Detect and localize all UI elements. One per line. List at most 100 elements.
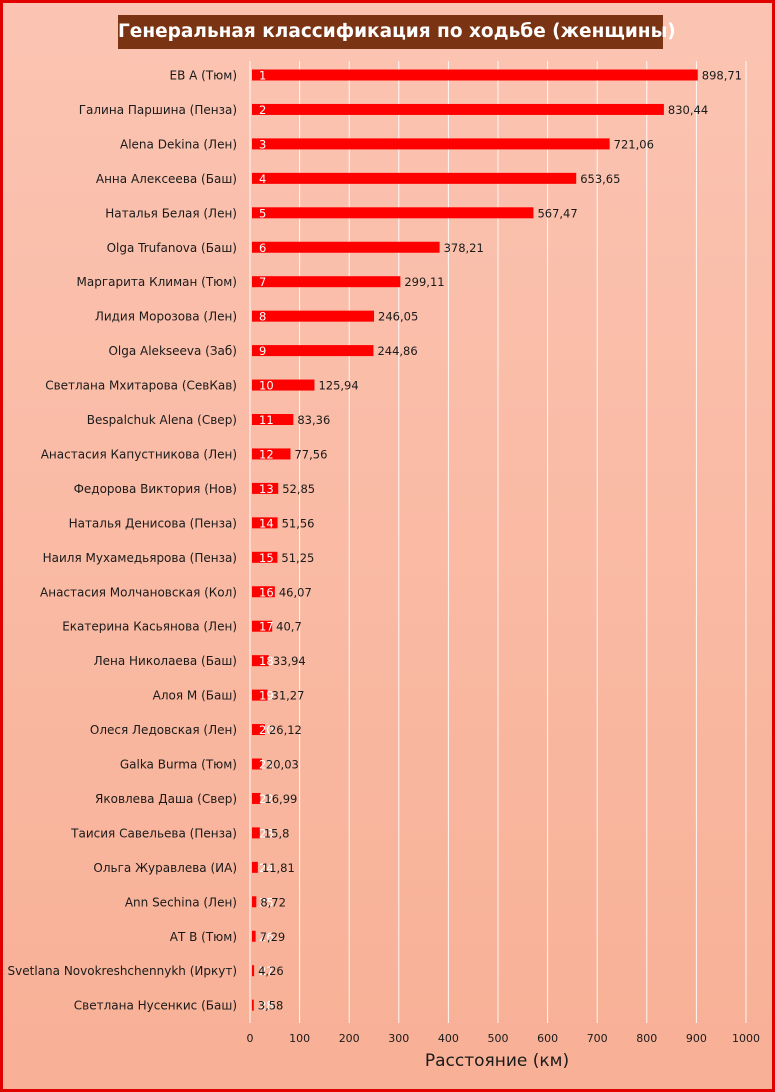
rank-label: 20 xyxy=(259,723,274,737)
category-label: Olga Alekseeva (Заб) xyxy=(108,344,237,358)
labels: 0 100 200 300 400 500 600 700 800 900 1000 ЕВ А (Тю… xyxy=(8,69,760,1046)
category-label: Федорова Виктория (Нов) xyxy=(74,482,237,496)
bar xyxy=(252,620,273,632)
x-tick-label: 500 xyxy=(488,1032,509,1045)
bar xyxy=(252,999,254,1011)
value-label: 3,58 xyxy=(258,999,284,1013)
value-label: 20,03 xyxy=(266,758,299,772)
value-label: 125,94 xyxy=(318,379,358,393)
bar xyxy=(252,896,257,908)
bar xyxy=(252,758,262,770)
rank-label: 6 xyxy=(259,241,266,255)
category-label: ЕВ А (Тюм) xyxy=(170,69,238,83)
value-label: 33,94 xyxy=(273,654,306,668)
bar xyxy=(252,138,610,150)
bars xyxy=(252,69,698,1011)
bar xyxy=(252,482,279,494)
category-label: Лидия Морозова (Лен) xyxy=(95,310,237,324)
value-label: 378,21 xyxy=(444,241,484,255)
category-label: Bespalchuk Alena (Свер) xyxy=(87,413,237,427)
bar xyxy=(252,69,698,81)
bar xyxy=(252,792,261,804)
category-label: Alena Dekina (Лен) xyxy=(120,137,237,151)
rank-label: 13 xyxy=(259,482,274,496)
bar xyxy=(252,241,440,253)
x-tick-label: 300 xyxy=(388,1032,409,1045)
rank-label: 27 xyxy=(259,964,274,978)
bar xyxy=(252,724,265,736)
value-label: 830,44 xyxy=(668,103,708,117)
rank-label: 4 xyxy=(259,172,266,186)
category-label: Маргарита Климан (Тюм) xyxy=(77,275,237,289)
x-tick-label: 700 xyxy=(587,1032,608,1045)
value-label: 26,12 xyxy=(269,723,302,737)
value-label: 246,05 xyxy=(378,310,418,324)
bar-chart: 0 100 200 300 400 500 600 700 800 900 1000 ЕВ А (Тю… xyxy=(8,61,760,1071)
rank-label: 23 xyxy=(259,826,274,840)
rank-label: 10 xyxy=(259,379,274,393)
category-label: Ann Sechina (Лен) xyxy=(125,895,237,909)
x-tick-label: 800 xyxy=(636,1032,657,1045)
x-tick-label: 900 xyxy=(686,1032,707,1045)
bar xyxy=(252,379,315,391)
value-label: 51,56 xyxy=(282,516,315,530)
rank-label: 1 xyxy=(259,69,266,83)
bar xyxy=(252,655,269,667)
bar xyxy=(252,276,401,288)
bar xyxy=(252,827,260,839)
bar xyxy=(252,689,268,701)
x-tick-label: 100 xyxy=(289,1032,310,1045)
gridlines xyxy=(249,61,747,1023)
rank-label: 2 xyxy=(259,103,266,117)
value-label: 898,71 xyxy=(702,69,742,83)
x-axis-label: Расстояние (км) xyxy=(425,1051,569,1071)
rank-label: 16 xyxy=(259,585,274,599)
value-label: 653,65 xyxy=(580,172,620,186)
category-label: Яковлева Даша (Свер) xyxy=(95,792,237,806)
bar xyxy=(252,172,577,184)
value-label: 77,56 xyxy=(294,447,327,461)
rank-label: 17 xyxy=(259,620,274,634)
rank-label: 9 xyxy=(259,344,266,358)
rank-label: 14 xyxy=(259,516,274,530)
value-label: 31,27 xyxy=(272,689,305,703)
bar xyxy=(252,414,294,425)
rank-label: 24 xyxy=(259,861,274,875)
rank-label: 12 xyxy=(259,447,274,461)
category-label: АТ В (Тюм) xyxy=(170,930,237,944)
value-label: 8,72 xyxy=(260,895,286,909)
value-label: 52,85 xyxy=(282,482,315,496)
category-label: Galka Burma (Тюм) xyxy=(120,758,237,772)
category-label: Екатерина Касьянова (Лен) xyxy=(62,620,237,634)
bar xyxy=(252,207,534,219)
bar xyxy=(252,345,374,357)
value-label: 40,7 xyxy=(276,620,302,634)
rank-label: 3 xyxy=(259,137,266,151)
category-label: Таисия Савельева (Пенза) xyxy=(70,826,237,840)
value-label: 11,81 xyxy=(262,861,295,875)
rank-label: 15 xyxy=(259,551,274,565)
bar xyxy=(252,517,278,529)
value-label: 83,36 xyxy=(297,413,330,427)
x-tick-label: 1000 xyxy=(732,1032,760,1045)
chart-title: Генеральная классификация по ходьбе (жен… xyxy=(118,15,676,49)
category-label: Ольга Журавлева (ИА) xyxy=(93,861,237,875)
x-tick-label: 400 xyxy=(438,1032,459,1045)
value-label: 16,99 xyxy=(264,792,297,806)
value-label: 567,47 xyxy=(537,206,577,220)
category-label: Анастасия Капустникова (Лен) xyxy=(41,447,237,461)
category-label: Наиля Мухамедьярова (Пенза) xyxy=(43,551,237,565)
value-label: 15,8 xyxy=(264,826,290,840)
category-label: Галина Паршина (Пенза) xyxy=(79,103,237,117)
rank-label: 28 xyxy=(259,999,274,1013)
rank-label: 25 xyxy=(259,895,274,909)
rank-label: 18 xyxy=(259,654,274,668)
category-label: Наталья Белая (Лен) xyxy=(105,206,237,220)
x-tick-label: 600 xyxy=(537,1032,558,1045)
category-label: Olga Trufanova (Баш) xyxy=(107,241,237,255)
rank-label: 26 xyxy=(259,930,274,944)
value-label: 721,06 xyxy=(614,137,654,151)
bar xyxy=(252,930,256,942)
bar xyxy=(252,551,278,563)
